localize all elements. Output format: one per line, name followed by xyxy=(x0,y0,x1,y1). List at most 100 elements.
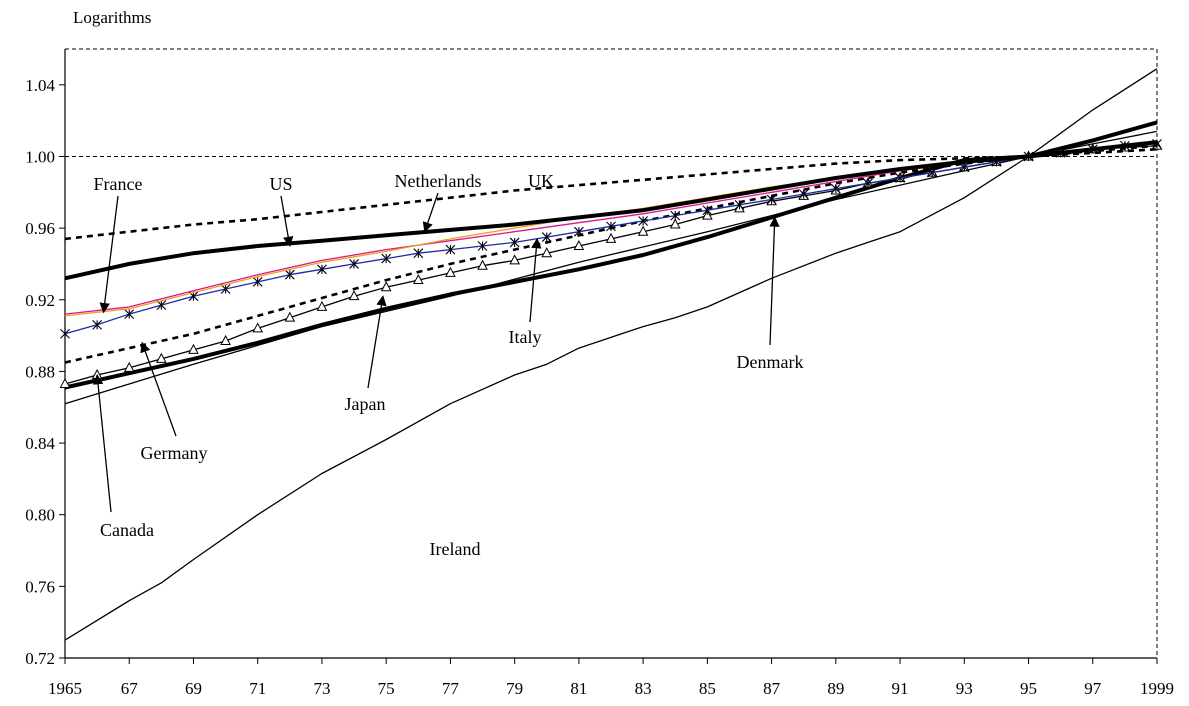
italy-point xyxy=(606,221,616,232)
japan-point xyxy=(348,290,360,301)
japan-point xyxy=(605,232,617,243)
japan-point xyxy=(637,225,649,236)
italy-point xyxy=(60,328,70,339)
italy-point xyxy=(284,269,295,280)
japan-point xyxy=(156,352,167,363)
germany-arrow xyxy=(140,341,177,437)
y-tick-label: 0.76 xyxy=(25,577,55,596)
japan-point xyxy=(188,343,199,354)
italy-point xyxy=(895,173,905,183)
italy-point xyxy=(927,167,938,178)
italy-point xyxy=(766,194,777,205)
japan-point xyxy=(477,259,488,270)
japan-point xyxy=(509,254,520,265)
japan-point xyxy=(669,218,681,229)
japan-point xyxy=(220,334,231,345)
japan-label: Japan xyxy=(345,394,386,414)
ireland-label: Ireland xyxy=(430,539,481,559)
italy-point xyxy=(863,178,873,189)
france-arrow xyxy=(99,195,119,314)
italy-label: Italy xyxy=(509,327,542,347)
series-lines xyxy=(59,68,1163,641)
italy-point xyxy=(798,189,809,199)
japan-point xyxy=(541,247,553,258)
japan-point xyxy=(412,273,424,285)
us-arrow xyxy=(280,195,294,248)
germany-label: Germany xyxy=(141,443,208,463)
italy-point xyxy=(252,276,263,287)
y-tick-label: 1.00 xyxy=(25,147,55,166)
denmark-arrow xyxy=(769,216,780,346)
x-tick-label: 79 xyxy=(506,679,523,698)
x-tick-label: 75 xyxy=(378,679,395,698)
uk-series-line xyxy=(64,148,1158,241)
y-tick-label: 0.80 xyxy=(25,506,55,525)
x-tick-label: 69 xyxy=(185,679,202,698)
x-tick-label: 89 xyxy=(827,679,844,698)
japan-point xyxy=(380,281,392,292)
italy-point xyxy=(670,210,681,221)
italy-point xyxy=(734,199,745,210)
denmark-label: Denmark xyxy=(737,352,804,372)
japan-point xyxy=(123,361,135,372)
x-tick-label: 93 xyxy=(956,679,973,698)
netherlands-arrow xyxy=(422,192,439,233)
italy-point xyxy=(349,259,359,269)
annotations: France US Netherlands UK Italy Denmark Japan Ge… xyxy=(92,171,804,559)
italy-point xyxy=(220,284,231,294)
japan-point xyxy=(316,300,328,311)
japan-point xyxy=(59,377,71,388)
italy-point xyxy=(959,162,970,173)
y-tick-label: 1.04 xyxy=(25,76,55,95)
x-tick-label: 87 xyxy=(763,679,781,698)
italy-arrow xyxy=(529,237,542,323)
uk-label: UK xyxy=(528,171,554,191)
japan-point xyxy=(702,209,713,220)
italy-point xyxy=(317,264,327,275)
italy-point xyxy=(638,216,649,226)
x-tick-label: 71 xyxy=(249,679,266,698)
x-tick-label: 85 xyxy=(699,679,716,698)
japan-point xyxy=(445,266,456,277)
japan-point xyxy=(284,311,296,322)
y-tick-label: 0.72 xyxy=(25,649,55,668)
y-axis: 0.72 0.76 0.80 0.84 0.88 0.92 0.96 1.00 1.04 xyxy=(25,76,65,668)
italy-point xyxy=(124,309,135,319)
x-tick-label: 91 xyxy=(892,679,909,698)
x-tick-label: 67 xyxy=(121,679,139,698)
japan-point xyxy=(252,322,264,333)
x-tick-label: 81 xyxy=(570,679,587,698)
x-tick-label: 95 xyxy=(1020,679,1037,698)
x-tick-label: 1965 xyxy=(48,679,82,698)
italy-point xyxy=(573,226,584,237)
canada-label: Canada xyxy=(100,520,154,540)
italy-point xyxy=(445,244,456,255)
y-tick-label: 0.92 xyxy=(25,291,55,310)
japan-point xyxy=(573,239,585,251)
plot-frame xyxy=(64,48,1158,659)
us-series-line xyxy=(64,140,1158,281)
japan-arrow xyxy=(367,295,387,389)
ireland-series-line xyxy=(64,68,1158,641)
x-tick-label: 73 xyxy=(313,679,330,698)
y-axis-label: Logarithms xyxy=(73,8,151,27)
y-tick-label: 0.88 xyxy=(25,362,55,381)
italy-point xyxy=(702,205,713,216)
y-tick-label: 0.96 xyxy=(25,219,55,238)
italy-point xyxy=(381,253,392,264)
x-tick-label: 83 xyxy=(635,679,652,698)
x-tick-label: 1999 xyxy=(1140,679,1174,698)
france-label: France xyxy=(94,174,143,194)
italy-point xyxy=(477,241,488,251)
italy-point xyxy=(509,237,520,248)
y-tick-label: 0.84 xyxy=(25,434,55,453)
canada-series-line xyxy=(64,130,1158,405)
x-tick-label: 77 xyxy=(442,679,460,698)
x-axis: 1965 67 69 71 73 75 77 79 81 83 85 87 89 91 93 95 97 1999 xyxy=(48,658,1174,698)
x-tick-label: 97 xyxy=(1084,679,1102,698)
italy-point xyxy=(413,248,424,259)
italy-point xyxy=(156,300,167,311)
canada-arrow xyxy=(92,373,112,513)
italy-point xyxy=(830,183,841,194)
